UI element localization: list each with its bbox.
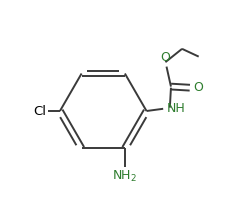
Text: Cl: Cl (34, 105, 47, 117)
Text: O: O (160, 51, 170, 64)
Text: NH$_2$: NH$_2$ (112, 168, 137, 184)
Text: NH: NH (166, 102, 185, 115)
Text: O: O (193, 81, 203, 94)
